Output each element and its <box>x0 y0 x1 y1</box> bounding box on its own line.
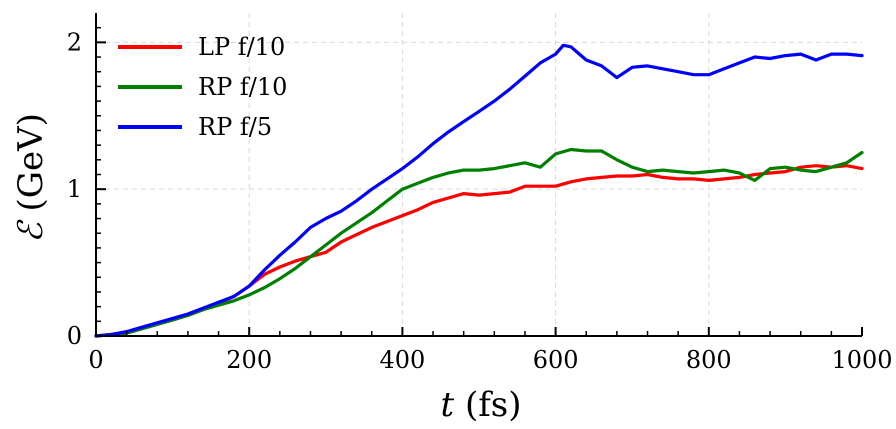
x-tick-label: 0 <box>88 346 103 374</box>
x-tick-label: 800 <box>686 346 732 374</box>
grid <box>96 13 862 336</box>
x-axis-variable: t <box>440 385 454 425</box>
y-axis-title: ℰ (GeV) <box>11 113 51 243</box>
y-tick-label: 1 <box>67 175 82 203</box>
legend-label-0: LP f/10 <box>198 33 285 61</box>
series-line-1 <box>94 147 864 338</box>
y-tick-label: 0 <box>67 322 82 350</box>
x-tick-label: 1000 <box>831 346 892 374</box>
x-axis-title: t (fs) <box>440 385 521 425</box>
x-tick-label: 200 <box>226 346 272 374</box>
legend-label-2: RP f/5 <box>198 113 272 141</box>
y-axis-unit: (GeV) <box>11 113 51 222</box>
x-axis-unit: (fs) <box>454 385 521 425</box>
x-tick-label: 400 <box>379 346 425 374</box>
legend: LP f/10 RP f/10 RP f/5 <box>118 33 287 141</box>
y-axis-variable: ℰ <box>11 219 51 243</box>
y-tick-label: 2 <box>67 28 82 56</box>
series-lines <box>94 43 864 338</box>
x-tick-label: 600 <box>533 346 579 374</box>
axes: 0 200 400 600 800 1000 0 1 2 <box>67 13 893 374</box>
series-line-0 <box>94 164 864 338</box>
legend-label-1: RP f/10 <box>198 73 287 101</box>
series-line-2 <box>94 43 864 338</box>
